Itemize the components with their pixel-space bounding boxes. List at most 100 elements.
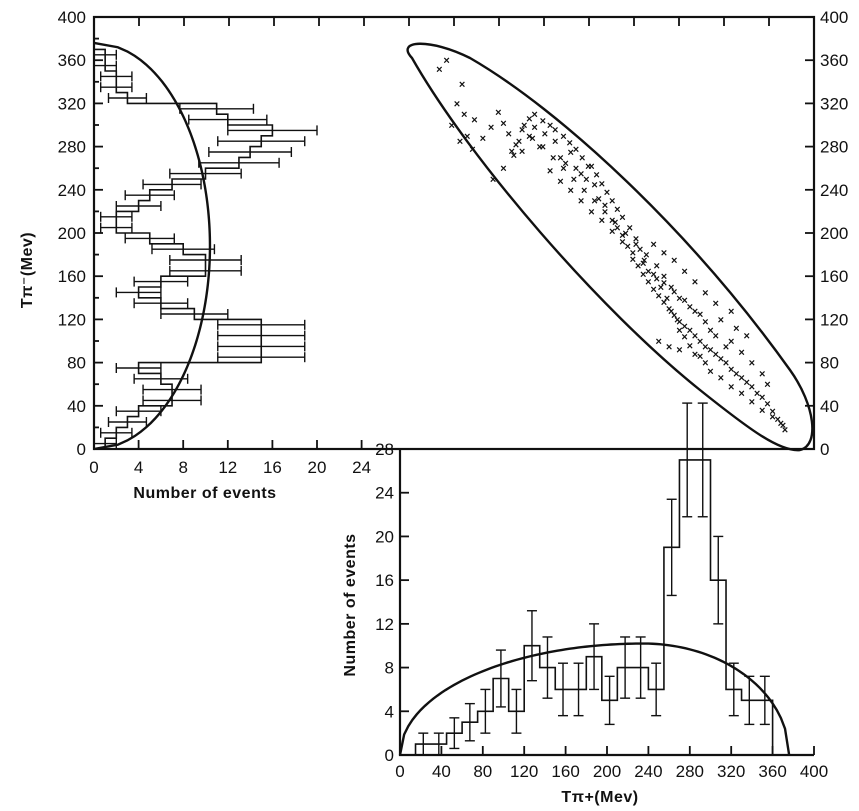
bottom-x-tick-label: 240 (634, 762, 662, 781)
scatter-point: × (697, 309, 703, 321)
scatter-point: × (633, 239, 639, 251)
scatter-point: × (635, 260, 641, 272)
y-tick-label-right: 40 (820, 397, 839, 416)
scatter-point: × (749, 358, 755, 370)
scatter-frame (92, 15, 816, 451)
scatter-point: × (671, 286, 677, 298)
y-tick-label-right: 160 (820, 267, 848, 286)
bottom-y-label: Number of events (342, 533, 359, 676)
scatter-point: × (457, 136, 463, 148)
scatter-point: × (744, 377, 750, 389)
scatter-point: × (540, 116, 546, 128)
bottom-y-tick-label: 24 (375, 484, 394, 503)
scatter-point: × (568, 185, 574, 197)
left-x-tick-label: 16 (263, 458, 282, 477)
scatter-point: × (461, 109, 467, 121)
y-tick-label-right: 280 (820, 138, 848, 157)
scatter-point: × (645, 277, 651, 289)
y-tick-label-right: 0 (820, 440, 829, 459)
scatter-point: × (733, 368, 739, 380)
left-x-ticks (93, 440, 363, 449)
y-tick-label: 120 (58, 310, 86, 329)
scatter-point: × (488, 122, 494, 134)
scatter-points: × × × × × × × × × × × × × × × × × × × × × × × × × × × × × × × × × × × × × × × ×… (436, 55, 788, 436)
scatter-point: × (591, 196, 597, 208)
scatter-point: × (656, 291, 662, 303)
scatter-point: × (764, 379, 770, 391)
scatter-point: × (521, 120, 527, 132)
y-tick-label: 360 (58, 51, 86, 70)
y-tick-label: 320 (58, 94, 86, 113)
scatter-point: × (581, 185, 587, 197)
scatter-point: × (769, 412, 775, 424)
scatter-point: × (697, 336, 703, 348)
left-x-tick-label: 0 (89, 458, 98, 477)
bottom-ticks (399, 448, 815, 756)
bottom-y-tick-label: 16 (375, 571, 394, 590)
scatter-point: × (668, 282, 674, 294)
scatter-point: × (505, 129, 511, 141)
y-tick-label: 160 (58, 267, 86, 286)
scatter-point: × (511, 150, 517, 162)
scatter-point: × (612, 217, 618, 229)
y-tick-label-right: 120 (820, 310, 848, 329)
scatter-point: × (676, 325, 682, 337)
bottom-y-tick-label: 28 (375, 440, 394, 459)
scatter-point: × (687, 301, 693, 313)
scatter-point: × (728, 306, 734, 318)
scatter-point: × (738, 388, 744, 400)
scatter-point: × (531, 122, 537, 134)
scatter-point: × (661, 271, 667, 283)
scatter-point: × (531, 109, 537, 121)
scatter-point: × (552, 136, 558, 148)
left-x-tick-label: 20 (308, 458, 327, 477)
scatter-point: × (609, 196, 615, 208)
scatter-point: × (604, 187, 610, 199)
scatter-point: × (640, 258, 646, 270)
scatter-point: × (671, 310, 677, 322)
scatter-point: × (614, 204, 620, 216)
scatter-point: × (702, 287, 708, 299)
scatter-point: × (609, 226, 615, 238)
scatter-point: × (583, 174, 589, 186)
scatter-point: × (664, 293, 670, 305)
scatter-point: × (764, 399, 770, 411)
scatter-point: × (516, 136, 522, 148)
bottom-y-tick-label: 4 (385, 702, 394, 721)
bottom-x-tick-label: 360 (758, 762, 786, 781)
left-phase-space-curve (93, 41, 212, 451)
y-tick-label-right: 320 (820, 94, 848, 113)
scatter-point: × (627, 223, 633, 235)
scatter-point: × (557, 176, 563, 188)
scatter-point: × (650, 284, 656, 296)
scatter-point: × (653, 260, 659, 272)
y-tick-label: 200 (58, 224, 86, 243)
scatter-point: × (560, 163, 566, 175)
scatter-point: × (738, 373, 744, 385)
scatter-point: × (744, 331, 750, 343)
scatter-y-tick-labels: 0 0 40 40 80 80 120 120 160 160 200 200 240 240 280 280… (58, 8, 849, 459)
bottom-x-tick-label: 160 (551, 762, 579, 781)
scatter-point: × (780, 420, 786, 432)
scatter-point: × (526, 114, 532, 126)
bottom-y-tick-label: 8 (385, 659, 394, 678)
scatter-point: × (728, 336, 734, 348)
scatter-point: × (619, 237, 625, 249)
bottom-x-tick-label: 200 (593, 762, 621, 781)
scatter-y-ticks (93, 16, 815, 450)
bottom-phase-space-curve (398, 642, 791, 756)
scatter-point: × (500, 163, 506, 175)
scatter-point: × (526, 131, 532, 143)
scatter-point: × (668, 306, 674, 318)
left-error-bars (93, 49, 318, 449)
scatter-point: × (540, 142, 546, 154)
scatter-point: × (591, 179, 597, 191)
bottom-x-tick-label: 280 (676, 762, 704, 781)
scatter-point: × (692, 277, 698, 289)
scatter-point: × (718, 373, 724, 385)
scatter-point: × (585, 161, 591, 173)
scatter-point: × (557, 152, 563, 164)
scatter-point: × (599, 178, 605, 190)
scatter-point: × (658, 282, 664, 294)
